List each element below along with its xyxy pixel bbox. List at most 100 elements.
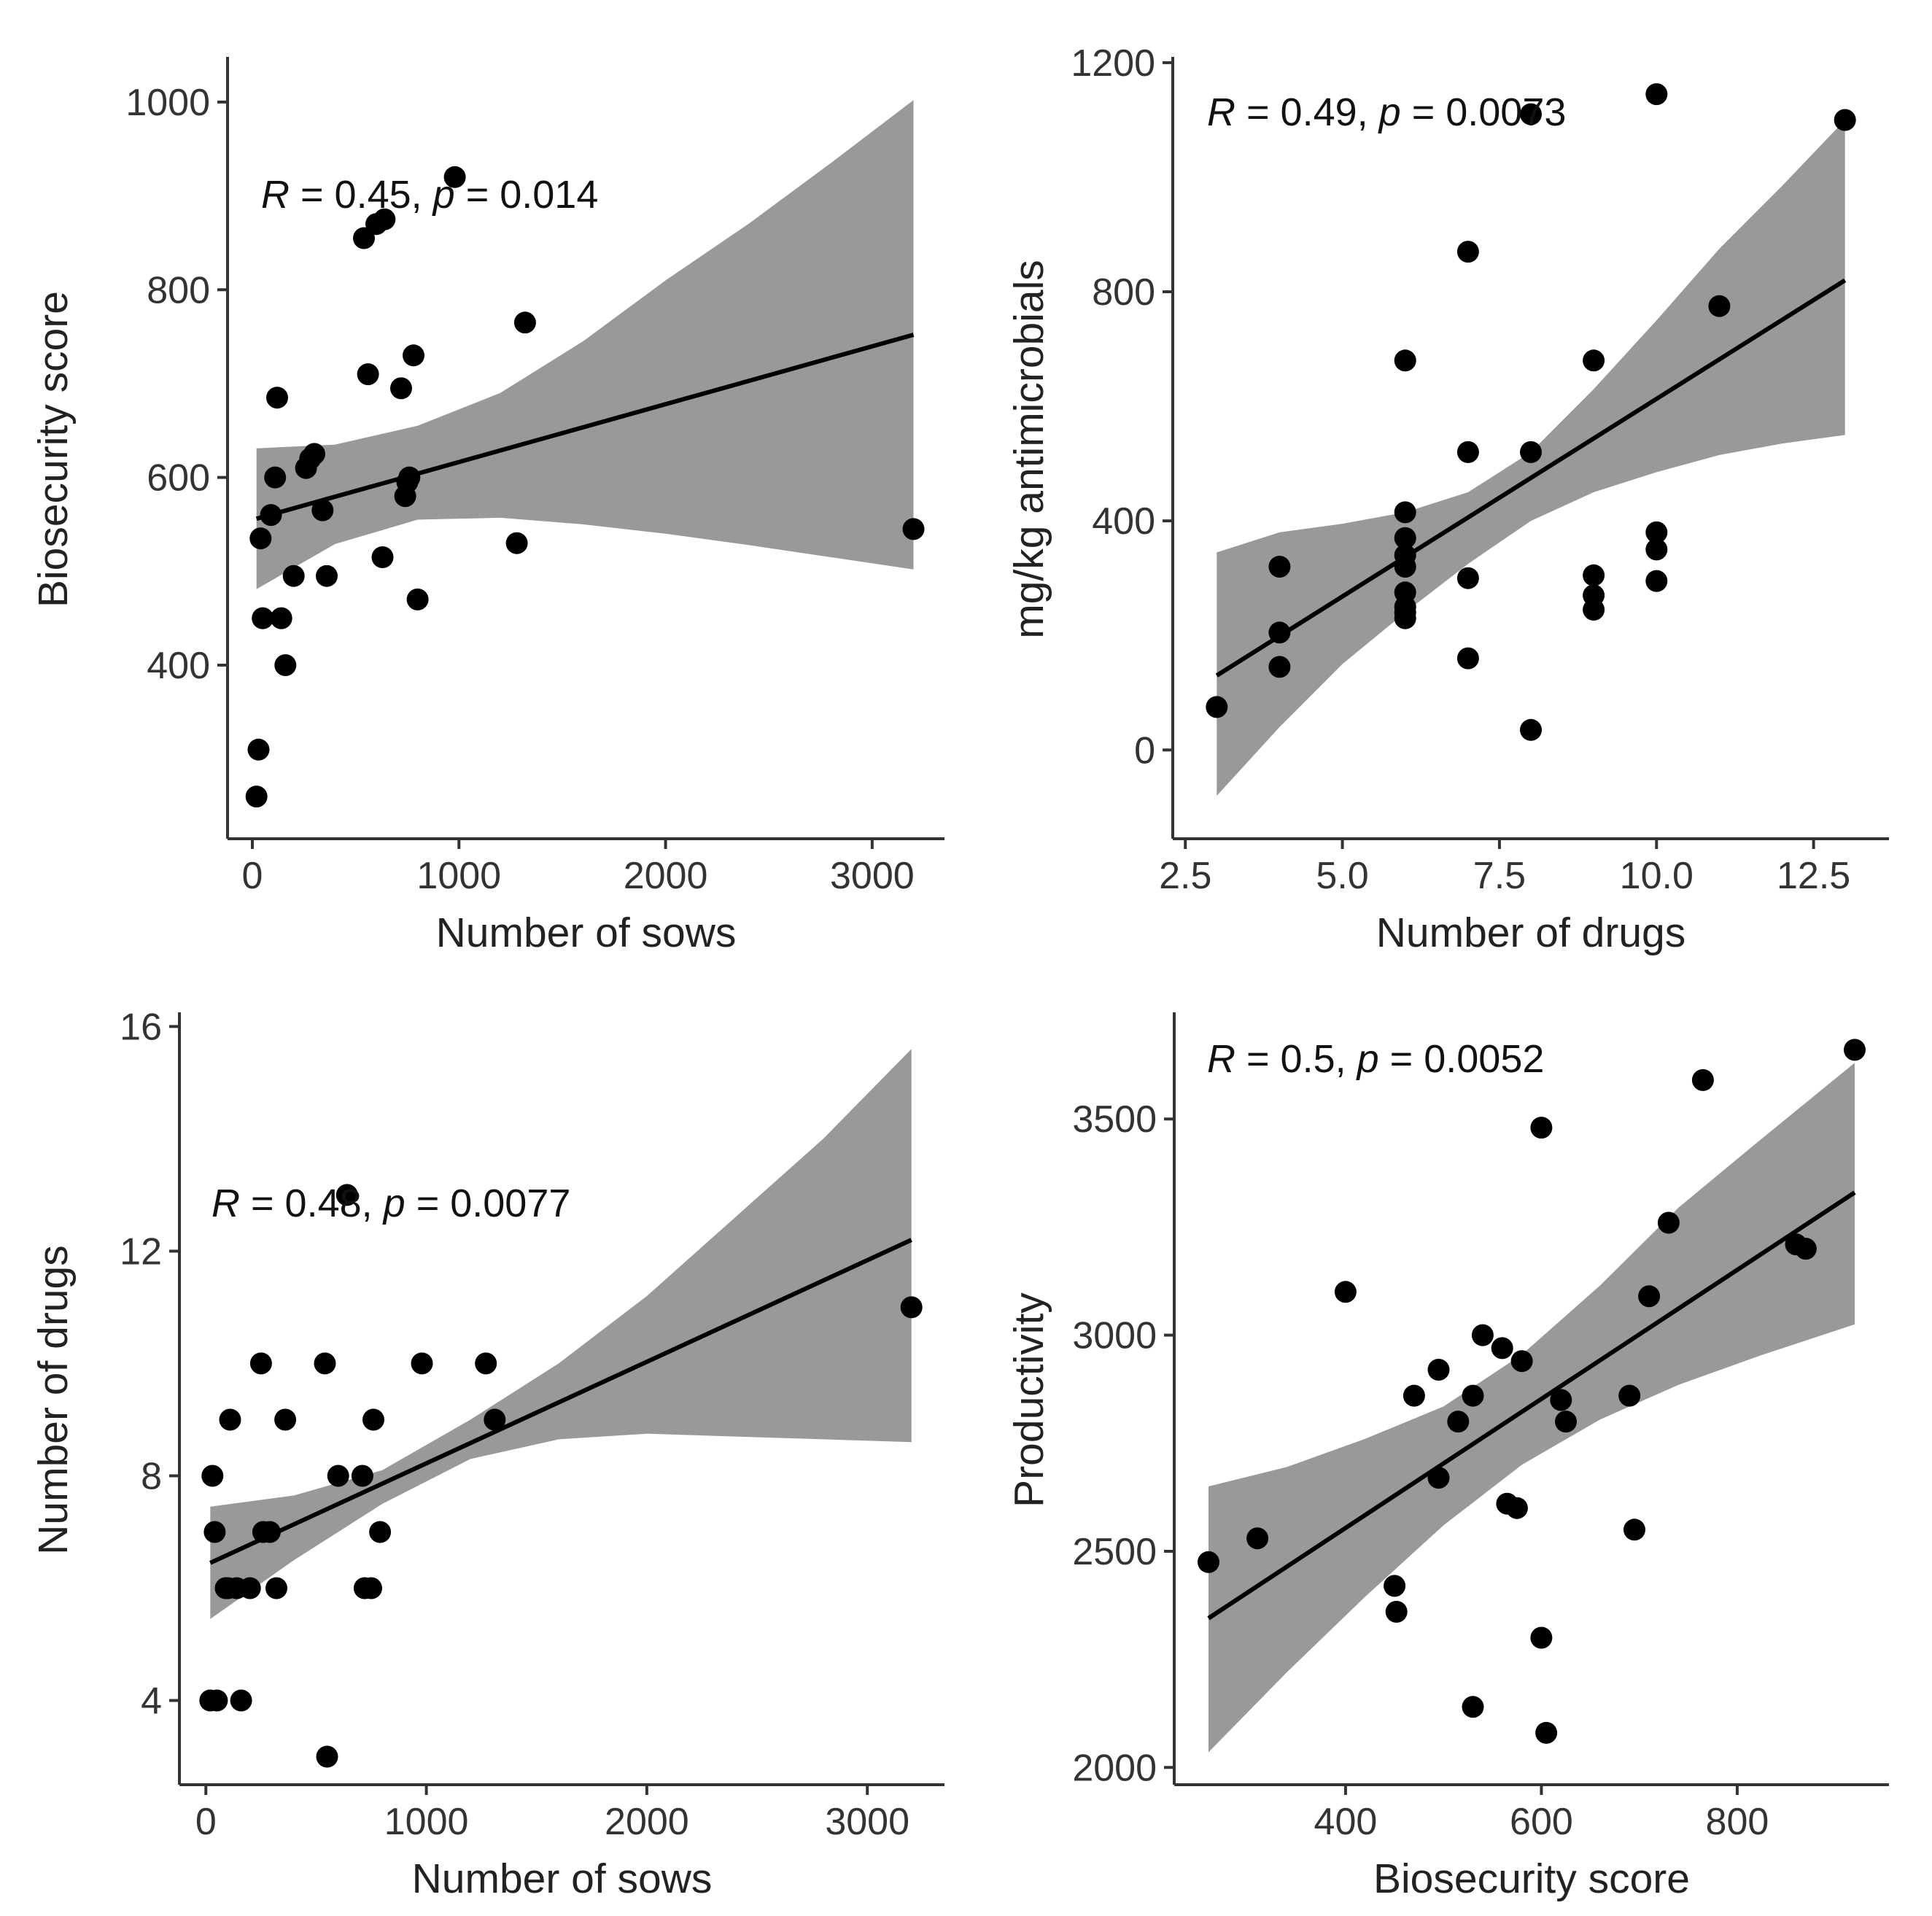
data-point: [1645, 521, 1668, 543]
regression-line-layer: [1215, 278, 1847, 678]
data-point: [1206, 696, 1228, 718]
data-point: [335, 1184, 358, 1206]
r-symbol: R: [212, 1182, 240, 1225]
x-tick-label: 600: [1510, 1801, 1573, 1843]
x-tick-label: 12.5: [1777, 855, 1850, 897]
data-point: [1268, 656, 1291, 678]
data-point: [311, 499, 334, 521]
data-point: [219, 1408, 241, 1431]
r-value-text: = 0.5,: [1235, 1037, 1357, 1081]
data-point: [1638, 1285, 1661, 1308]
r-value-text: = 0.48,: [240, 1182, 384, 1225]
data-point: [1510, 1350, 1533, 1373]
data-point: [1794, 1238, 1817, 1260]
data-point: [1403, 1384, 1425, 1407]
data-point: [1530, 1117, 1553, 1139]
data-point: [1645, 538, 1668, 561]
y-tick-label: 3500: [1072, 1098, 1157, 1141]
data-point: [1246, 1527, 1269, 1550]
y-tick-label: 4: [141, 1680, 162, 1722]
data-point: [1550, 1389, 1572, 1411]
data-point: [1555, 1411, 1577, 1433]
y-axis-title: Productivity: [1006, 1292, 1052, 1508]
data-point: [505, 532, 528, 554]
y-tick-label: 400: [1092, 500, 1155, 543]
regression-line-layer: [1207, 1190, 1856, 1621]
data-point: [249, 527, 272, 550]
data-point: [475, 1352, 497, 1375]
correlation-annotation: R = 0.49, p = 0.0073: [1207, 90, 1566, 134]
x-tick-label: 400: [1314, 1801, 1378, 1843]
data-point: [1645, 570, 1668, 592]
panel-sows-vs-drugs: 0 1000 2000 3000 4 8 12 16 R = 0.48, p = 0.0077…: [30, 1006, 944, 1902]
regression-line: [1207, 1190, 1856, 1621]
y-tick-label: 1000: [125, 82, 210, 124]
r-value-text: = 0.49,: [1235, 90, 1379, 134]
data-point: [369, 1521, 392, 1543]
data-point: [1385, 1600, 1408, 1623]
panel-biosecurity-vs-productivity: 400 600 800 2000 2500 3000 3500 R = 0.5, p = 0…: [1006, 1012, 1889, 1902]
scatter-points: [199, 1184, 923, 1768]
confidence-band: [210, 1049, 912, 1619]
scatter-points: [1206, 83, 1856, 741]
x-tick-label: 0: [195, 1801, 217, 1843]
data-point: [264, 466, 287, 489]
scatter-points: [245, 166, 925, 808]
panel-sows-vs-biosecurity: 0 1000 2000 3000 400 600 800 1000 R = 0.45, p =…: [30, 57, 944, 956]
data-point: [1427, 1359, 1450, 1381]
data-point: [484, 1408, 506, 1431]
data-point: [238, 1577, 261, 1599]
data-point: [1491, 1337, 1513, 1360]
data-point: [266, 387, 288, 409]
y-tick-label: 16: [120, 1006, 162, 1048]
regression-line: [255, 333, 915, 521]
data-point: [1456, 241, 1479, 263]
y-tick-label: 400: [147, 645, 210, 687]
x-tick-label: 800: [1706, 1801, 1769, 1843]
data-point: [406, 588, 429, 610]
y-tick-label: 8: [141, 1455, 162, 1497]
x-tick-label: 2000: [605, 1801, 689, 1843]
data-point: [1394, 607, 1416, 629]
data-point: [900, 1296, 923, 1319]
data-point: [1462, 1384, 1484, 1407]
x-axis-title: Biosecurity score: [1373, 1855, 1690, 1902]
data-point: [513, 311, 536, 334]
data-point: [252, 607, 274, 629]
correlation-annotation: R = 0.5, p = 0.0052: [1207, 1037, 1544, 1081]
x-tick-label: 2.5: [1159, 855, 1211, 897]
x-tick-label: 3000: [825, 1801, 909, 1843]
data-point: [230, 1689, 252, 1712]
data-point: [1456, 647, 1479, 670]
data-point: [245, 786, 268, 808]
data-point: [1505, 1497, 1528, 1519]
p-value-text: = 0.0077: [406, 1182, 571, 1225]
axes: 2.5 5.0 7.5 10.0 12.5 0 400 800 1200: [1071, 42, 1889, 897]
data-point: [258, 1521, 281, 1543]
data-point: [265, 1577, 287, 1599]
data-point: [201, 1465, 224, 1487]
data-point: [270, 607, 292, 629]
data-point: [1394, 501, 1416, 524]
regression-line-layer: [209, 1238, 912, 1565]
data-point: [316, 565, 338, 587]
x-tick-label: 0: [242, 855, 263, 897]
x-tick-label: 3000: [830, 855, 915, 897]
p-value-text: = 0.0073: [1401, 90, 1567, 134]
axes: 0 1000 2000 3000 400 600 800 1000: [125, 57, 944, 897]
data-point: [1691, 1068, 1714, 1091]
data-point: [1583, 564, 1605, 586]
y-tick-label: 2000: [1072, 1747, 1157, 1789]
p-symbol: p: [1356, 1037, 1379, 1081]
p-symbol: p: [382, 1182, 406, 1225]
y-tick-label: 12: [120, 1230, 162, 1273]
x-axis-title: Number of sows: [412, 1855, 713, 1902]
correlation-annotation: R = 0.45, p = 0.014: [261, 173, 598, 217]
data-point: [443, 166, 466, 188]
data-point: [206, 1689, 228, 1712]
data-point: [1268, 556, 1291, 578]
axes: 0 1000 2000 3000 4 8 12 16: [120, 1006, 944, 1843]
data-point: [1834, 109, 1856, 131]
p-value-text: = 0.014: [455, 173, 599, 217]
